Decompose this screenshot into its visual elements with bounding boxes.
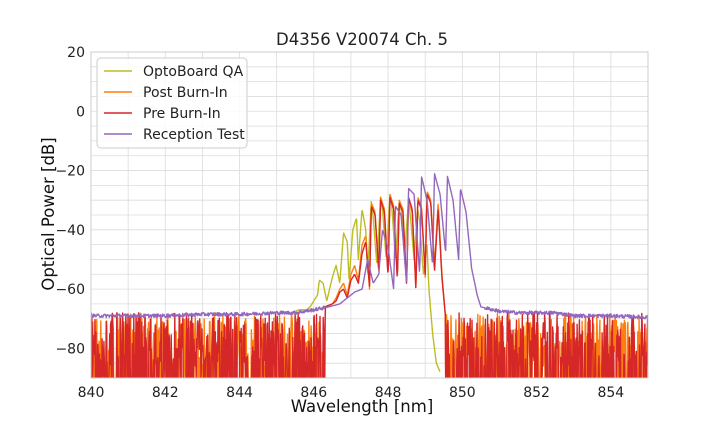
x-axis-title: Wavelength [nm] [291,397,434,416]
x-axis-ticks: 840 842 844 846 848 850 852 854 [78,385,625,401]
series-layer [91,173,648,378]
legend-label: Pre Burn-In [143,106,221,122]
series-line-optoboard-qa [291,194,441,372]
plot-border [90,51,649,379]
legend-box [96,57,248,149]
y-tick-label: 20 [67,45,85,61]
legend-label: OptoBoard QA [143,64,244,80]
x-tick-label: 848 [375,385,402,401]
series-line-reception-test [91,173,648,320]
x-tick-label: 844 [226,385,253,401]
legend: OptoBoard QA Post Burn-In Pre Burn-In Recep… [96,57,248,149]
x-tick-label: 846 [300,385,327,401]
x-tick-label: 840 [78,385,105,401]
legend-label: Post Burn-In [143,85,228,101]
y-axis-ticks: −80 −60 −40 −20 0 20 [55,45,85,357]
x-tick-label: 852 [523,385,550,401]
axis-frame [90,51,649,379]
y-tick-label: 0 [76,104,85,120]
y-tick-label: −80 [55,341,85,357]
legend-label: Reception Test [143,127,245,143]
y-tick-label: −40 [55,223,85,239]
series-line-pre-burn-in [91,194,648,378]
y-tick-label: −60 [55,282,85,298]
x-tick-label: 854 [597,385,624,401]
x-tick-label: 842 [152,385,179,401]
x-tick-label: 850 [449,385,476,401]
y-tick-label: −20 [55,164,85,180]
y-axis-title: Optical Power [dB] [39,137,58,290]
chart-title: D4356 V20074 Ch. 5 [276,30,448,49]
